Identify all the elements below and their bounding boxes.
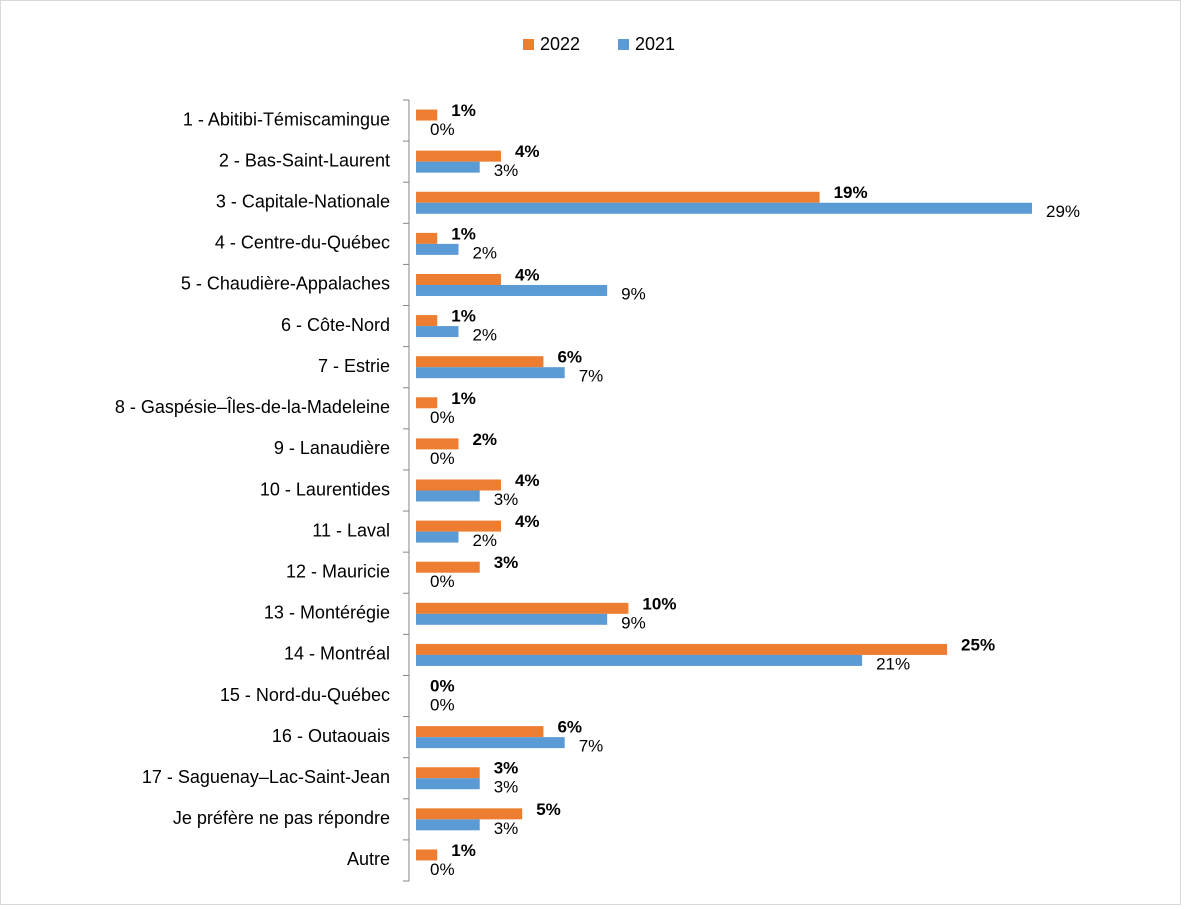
bar xyxy=(416,613,608,625)
bar xyxy=(416,243,459,255)
value-label: 4% xyxy=(515,512,540,531)
bar xyxy=(416,479,501,491)
value-label: 1% xyxy=(451,389,476,408)
value-label: 5% xyxy=(536,800,561,819)
bar xyxy=(416,232,438,244)
bar xyxy=(416,109,438,121)
legend-swatch xyxy=(618,39,629,50)
bar xyxy=(416,602,629,614)
value-label: 6% xyxy=(557,718,582,737)
category-label: 4 - Centre-du-Québec xyxy=(215,233,390,253)
category-label: 7 - Estrie xyxy=(318,356,390,376)
value-label: 10% xyxy=(642,594,676,613)
value-label: 19% xyxy=(834,183,868,202)
bar xyxy=(416,202,1032,214)
bar xyxy=(416,191,820,203)
value-label: 7% xyxy=(579,367,604,386)
bar xyxy=(416,643,948,655)
category-label: 13 - Montérégie xyxy=(264,603,390,623)
value-label: 0% xyxy=(430,860,455,879)
value-label: 9% xyxy=(621,284,646,303)
bar xyxy=(416,438,459,450)
bar xyxy=(416,767,480,779)
value-label: 2% xyxy=(472,243,497,262)
value-label: 29% xyxy=(1046,202,1080,221)
bar xyxy=(416,315,438,327)
bar xyxy=(416,654,863,666)
category-label: 5 - Chaudière-Appalaches xyxy=(181,274,390,294)
bar xyxy=(416,284,608,296)
bar xyxy=(416,808,523,820)
legend-swatch xyxy=(523,39,534,50)
value-label: 0% xyxy=(430,677,455,696)
category-label: 8 - Gaspésie–Îles-de-la-Madeleine xyxy=(115,397,390,417)
value-label: 1% xyxy=(451,841,476,860)
value-label: 3% xyxy=(494,161,519,180)
category-label: 3 - Capitale-Nationale xyxy=(216,192,390,212)
category-label: 17 - Saguenay–Lac-Saint-Jean xyxy=(142,767,390,787)
bar xyxy=(416,490,480,502)
value-label: 4% xyxy=(515,471,540,490)
value-label: 0% xyxy=(430,572,455,591)
category-label: 12 - Mauricie xyxy=(286,561,390,581)
value-label: 4% xyxy=(515,265,540,284)
category-label: 1 - Abitibi-Témiscamingue xyxy=(183,109,390,129)
value-label: 0% xyxy=(430,120,455,139)
bar xyxy=(416,367,565,379)
bar xyxy=(416,150,501,162)
category-label: 16 - Outaouais xyxy=(272,726,390,746)
category-label: 6 - Côte-Nord xyxy=(281,315,390,335)
value-label: 3% xyxy=(494,778,519,797)
value-label: 2% xyxy=(472,430,497,449)
value-label: 3% xyxy=(494,819,519,838)
category-label: 2 - Bas-Saint-Laurent xyxy=(219,150,390,170)
value-label: 3% xyxy=(494,759,519,778)
value-label: 0% xyxy=(430,449,455,468)
bar xyxy=(416,819,480,831)
bar xyxy=(416,561,480,573)
bar xyxy=(416,737,565,749)
value-label: 25% xyxy=(961,635,995,654)
value-label: 1% xyxy=(451,101,476,120)
value-label: 21% xyxy=(876,654,910,673)
value-label: 3% xyxy=(494,553,519,572)
bar xyxy=(416,397,438,409)
category-label: 14 - Montréal xyxy=(284,644,390,664)
bar xyxy=(416,778,480,790)
bar xyxy=(416,849,438,861)
value-label: 9% xyxy=(621,613,646,632)
category-label: Je préfère ne pas répondre xyxy=(173,808,390,828)
category-label: 11 - Laval xyxy=(312,520,390,540)
value-label: 2% xyxy=(472,531,497,550)
bar xyxy=(416,520,501,532)
value-label: 7% xyxy=(579,737,604,756)
category-label: Autre xyxy=(347,849,390,869)
bar xyxy=(416,161,480,173)
legend-label: 2021 xyxy=(635,34,675,54)
bar xyxy=(416,326,459,338)
value-label: 0% xyxy=(430,408,455,427)
bar xyxy=(416,356,544,368)
bar xyxy=(416,726,544,738)
value-label: 1% xyxy=(451,307,476,326)
value-label: 1% xyxy=(451,224,476,243)
value-label: 0% xyxy=(430,696,455,715)
value-label: 3% xyxy=(494,490,519,509)
category-label: 15 - Nord-du-Québec xyxy=(220,685,390,705)
legend-label: 2022 xyxy=(540,34,580,54)
value-label: 2% xyxy=(472,326,497,345)
value-label: 4% xyxy=(515,142,540,161)
bar xyxy=(416,531,459,543)
category-label: 10 - Laurentides xyxy=(260,479,390,499)
value-label: 6% xyxy=(557,348,582,367)
category-label: 9 - Lanaudière xyxy=(274,438,390,458)
bar xyxy=(416,273,501,285)
